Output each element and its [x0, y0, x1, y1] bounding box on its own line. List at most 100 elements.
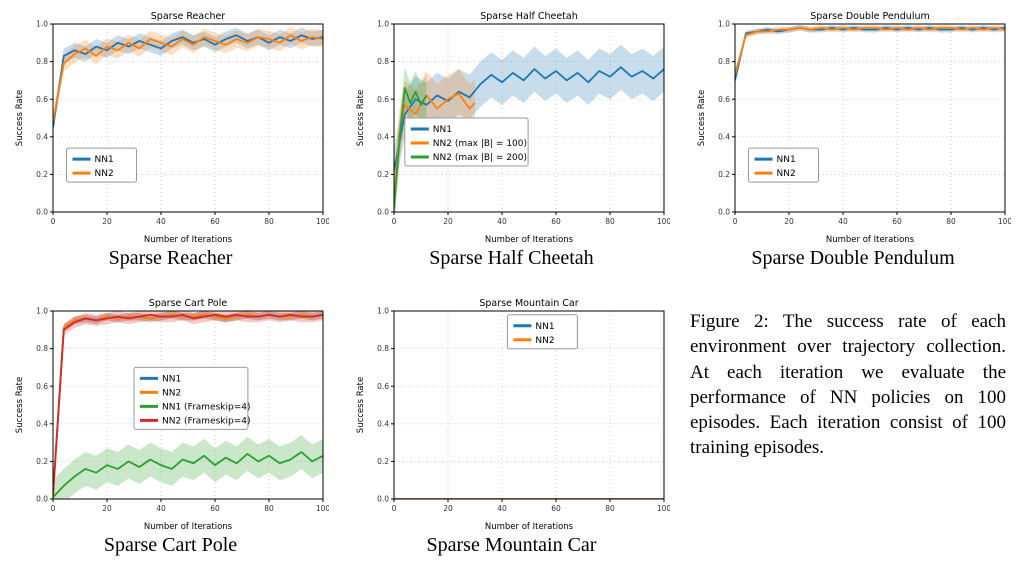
- svg-text:0.4: 0.4: [718, 132, 730, 141]
- svg-text:0.6: 0.6: [36, 95, 48, 104]
- svg-text:Success Rate: Success Rate: [15, 90, 25, 146]
- svg-text:Number of Iterations: Number of Iterations: [484, 235, 573, 244]
- svg-text:0.0: 0.0: [36, 208, 48, 217]
- svg-text:NN2 (max |B| = 200): NN2 (max |B| = 200): [432, 153, 526, 163]
- panel-caption-sparse-reacher: Sparse Reacher: [108, 247, 233, 269]
- svg-text:1.0: 1.0: [36, 20, 48, 29]
- panel-caption-sparse-half-cheetah: Sparse Half Cheetah: [429, 247, 594, 269]
- svg-text:NN2 (Frameskip=4): NN2 (Frameskip=4): [162, 416, 251, 426]
- svg-text:0.8: 0.8: [377, 57, 389, 66]
- svg-text:Number of Iterations: Number of Iterations: [826, 235, 915, 244]
- svg-text:0.2: 0.2: [377, 170, 389, 179]
- svg-text:0.0: 0.0: [377, 495, 389, 504]
- svg-text:0.8: 0.8: [36, 344, 48, 353]
- svg-text:20: 20: [443, 504, 453, 513]
- chart-sparse-mountain-car: 0.0 0.2 0.4 0.6 0.8 1.0 0 20 40 60 80 100 Sparse Mou…: [356, 298, 670, 531]
- svg-text:Success Rate: Success Rate: [356, 90, 366, 146]
- svg-text:Number of Iterations: Number of Iterations: [484, 522, 573, 531]
- svg-text:0.6: 0.6: [377, 382, 389, 391]
- panel-sparse-half-cheetah: 0.0 0.2 0.4 0.6 0.8 1.0 0 20 40 60 80 100 Sparse Hal…: [341, 0, 682, 287]
- svg-text:40: 40: [497, 217, 507, 226]
- svg-text:100: 100: [656, 504, 669, 513]
- svg-text:80: 80: [264, 217, 274, 226]
- svg-text:NN2: NN2: [777, 169, 796, 179]
- svg-text:60: 60: [551, 217, 561, 226]
- svg-text:NN1: NN1: [162, 374, 181, 384]
- svg-text:0: 0: [733, 217, 738, 226]
- svg-text:Sparse Half Cheetah: Sparse Half Cheetah: [480, 11, 577, 22]
- svg-text:NN2: NN2: [162, 388, 181, 398]
- svg-text:0.2: 0.2: [718, 170, 730, 179]
- svg-text:0.0: 0.0: [36, 495, 48, 504]
- svg-text:60: 60: [210, 217, 220, 226]
- svg-text:0.6: 0.6: [36, 382, 48, 391]
- svg-text:NN1: NN1: [94, 155, 113, 165]
- svg-text:80: 80: [605, 504, 615, 513]
- panel-caption-sparse-double-pendulum: Sparse Double Pendulum: [751, 247, 955, 269]
- svg-text:0: 0: [50, 217, 55, 226]
- svg-text:0.4: 0.4: [377, 132, 389, 141]
- svg-text:0.2: 0.2: [36, 170, 48, 179]
- svg-text:0.0: 0.0: [377, 208, 389, 217]
- svg-text:100: 100: [315, 504, 328, 513]
- svg-text:40: 40: [838, 217, 848, 226]
- svg-text:Sparse Double Pendulum: Sparse Double Pendulum: [810, 11, 930, 22]
- svg-text:100: 100: [998, 217, 1011, 226]
- svg-text:0.8: 0.8: [36, 57, 48, 66]
- svg-text:20: 20: [102, 217, 112, 226]
- svg-text:0.2: 0.2: [377, 457, 389, 466]
- svg-text:0: 0: [391, 217, 396, 226]
- svg-text:60: 60: [210, 504, 220, 513]
- svg-text:0: 0: [391, 504, 396, 513]
- svg-text:NN1: NN1: [777, 155, 796, 165]
- svg-text:20: 20: [443, 217, 453, 226]
- svg-text:NN2: NN2: [94, 169, 113, 179]
- svg-text:Sparse Mountain Car: Sparse Mountain Car: [479, 298, 578, 309]
- svg-text:1.0: 1.0: [36, 307, 48, 316]
- svg-text:60: 60: [892, 217, 902, 226]
- svg-text:100: 100: [315, 217, 328, 226]
- svg-text:1.0: 1.0: [377, 307, 389, 316]
- svg-text:Number of Iterations: Number of Iterations: [143, 522, 232, 531]
- svg-text:0.4: 0.4: [377, 419, 389, 428]
- panel-sparse-cart-pole: 0.0 0.2 0.4 0.6 0.8 1.0 0 20 40 60 80 100 Sparse Car…: [0, 287, 341, 575]
- svg-text:0.6: 0.6: [718, 95, 730, 104]
- svg-text:1.0: 1.0: [718, 20, 730, 29]
- svg-text:100: 100: [656, 217, 669, 226]
- svg-text:80: 80: [264, 504, 274, 513]
- svg-text:40: 40: [497, 504, 507, 513]
- svg-text:Success Rate: Success Rate: [15, 377, 25, 433]
- svg-text:0.0: 0.0: [718, 208, 730, 217]
- chart-sparse-cart-pole: 0.0 0.2 0.4 0.6 0.8 1.0 0 20 40 60 80 100 Sparse Car…: [15, 298, 329, 531]
- svg-text:NN1: NN1: [432, 125, 451, 135]
- panel-caption-sparse-mountain-car: Sparse Mountain Car: [426, 534, 597, 556]
- svg-text:NN1: NN1: [535, 322, 554, 332]
- svg-text:Success Rate: Success Rate: [697, 90, 707, 146]
- svg-text:80: 80: [946, 217, 956, 226]
- svg-text:0.4: 0.4: [36, 419, 48, 428]
- svg-text:0.8: 0.8: [718, 57, 730, 66]
- svg-text:0.4: 0.4: [36, 132, 48, 141]
- svg-text:20: 20: [784, 217, 794, 226]
- chart-sparse-reacher: 0.0 0.2 0.4 0.6 0.8 1.0 0 20 40 60 80 100 Sparse Rea…: [15, 11, 329, 244]
- svg-text:Number of Iterations: Number of Iterations: [143, 235, 232, 244]
- svg-text:NN2 (max |B| = 100): NN2 (max |B| = 100): [432, 139, 526, 149]
- svg-text:60: 60: [551, 504, 561, 513]
- chart-sparse-double-pendulum: 0.0 0.2 0.4 0.6 0.8 1.0 0 20 40 60 80 100 Sparse Dou…: [697, 11, 1011, 244]
- svg-text:0.8: 0.8: [377, 344, 389, 353]
- svg-text:40: 40: [156, 504, 166, 513]
- chart-sparse-half-cheetah: 0.0 0.2 0.4 0.6 0.8 1.0 0 20 40 60 80 100 Sparse Hal…: [356, 11, 670, 244]
- svg-text:Success Rate: Success Rate: [356, 377, 366, 433]
- svg-text:NN2: NN2: [535, 336, 554, 346]
- svg-text:NN1 (Frameskip=4): NN1 (Frameskip=4): [162, 402, 251, 412]
- svg-text:40: 40: [156, 217, 166, 226]
- svg-text:0.6: 0.6: [377, 95, 389, 104]
- svg-text:Sparse Cart Pole: Sparse Cart Pole: [148, 298, 227, 309]
- svg-text:80: 80: [605, 217, 615, 226]
- svg-text:0.2: 0.2: [36, 457, 48, 466]
- svg-text:0: 0: [50, 504, 55, 513]
- panel-sparse-double-pendulum: 0.0 0.2 0.4 0.6 0.8 1.0 0 20 40 60 80 100 Sparse Dou…: [682, 0, 1024, 287]
- svg-text:Sparse Reacher: Sparse Reacher: [150, 11, 225, 22]
